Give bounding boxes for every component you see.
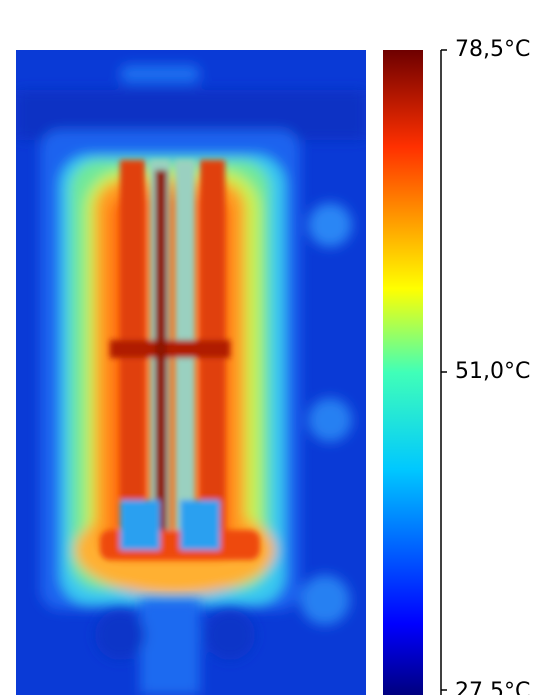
colorbar-label: 51,0°C <box>455 359 530 384</box>
colorbar-label: 78,5°C <box>455 37 530 62</box>
colorbar <box>383 50 423 695</box>
colorbar-label: 27,5°C <box>455 679 530 695</box>
thermal-image <box>16 50 366 695</box>
